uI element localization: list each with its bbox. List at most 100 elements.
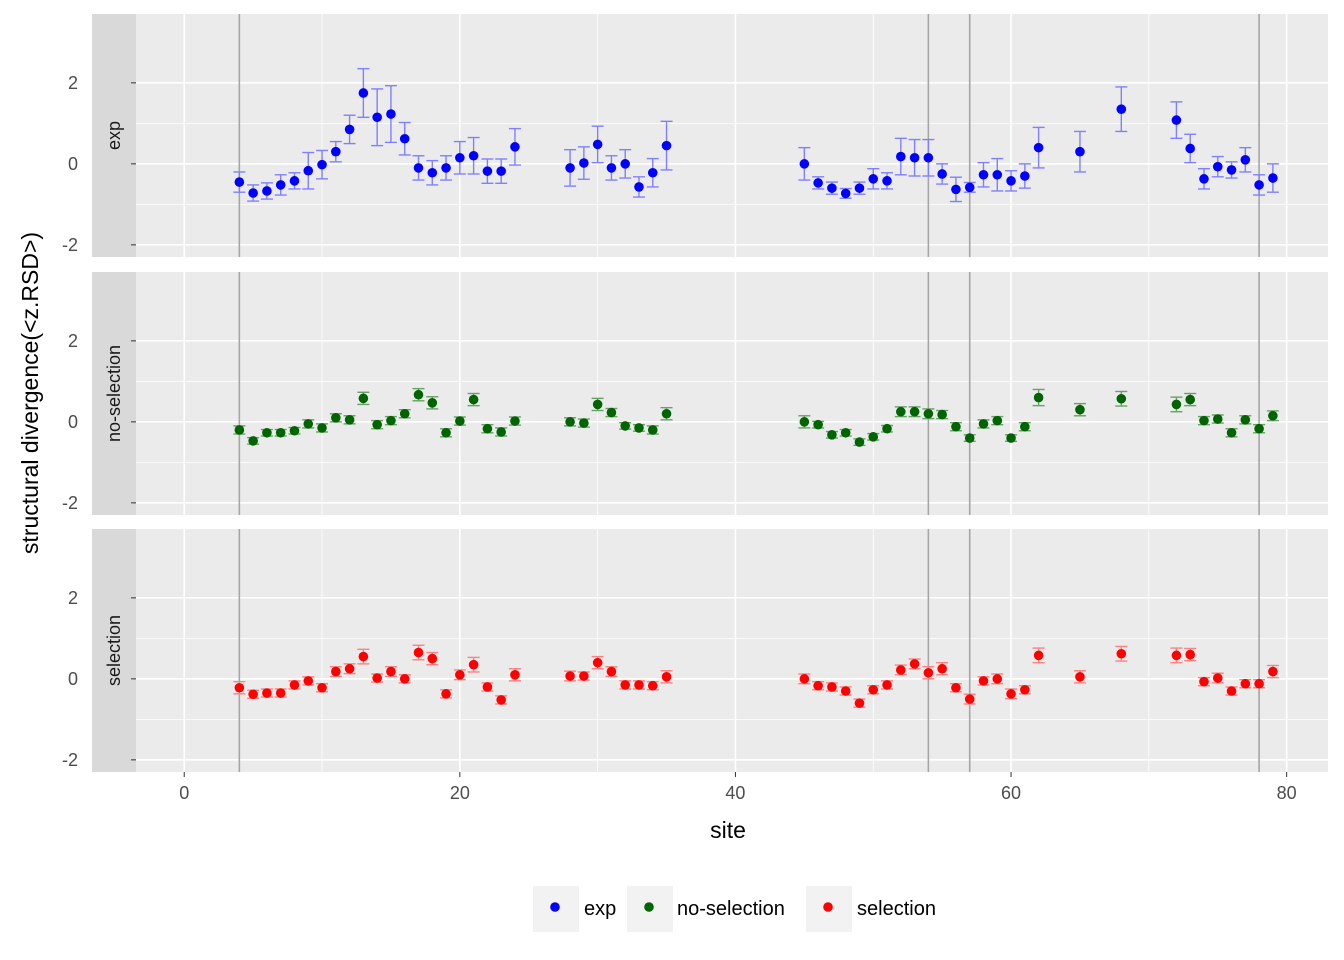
data-point-selection <box>468 659 479 670</box>
data-point-exp <box>827 183 837 193</box>
data-point-selection <box>964 694 975 704</box>
data-point-exp <box>909 152 920 163</box>
data-point-selection <box>234 682 245 693</box>
data-point-no-selection <box>813 419 823 430</box>
data-point-no-selection <box>399 408 410 419</box>
data-point-selection <box>1020 684 1030 695</box>
data-point-exp <box>978 169 989 180</box>
x-tick-label: 80 <box>1277 783 1297 803</box>
data-point-selection <box>799 674 810 684</box>
data-point-no-selection <box>496 427 506 437</box>
data-point-no-selection <box>799 417 810 427</box>
data-point-no-selection <box>510 416 520 426</box>
data-point-exp <box>661 140 672 151</box>
facet-strip-exp <box>92 14 136 257</box>
data-point-no-selection <box>634 423 644 433</box>
data-point-no-selection <box>579 418 589 428</box>
legend-label-selection: selection <box>857 898 936 920</box>
data-point-exp <box>1212 161 1223 172</box>
data-point-selection <box>868 684 879 695</box>
data-point-no-selection <box>620 421 631 431</box>
data-point-exp <box>1226 165 1237 175</box>
data-point-no-selection <box>455 416 465 426</box>
legend-item-no-selection: no-selection <box>627 886 785 932</box>
data-point-no-selection <box>937 409 947 420</box>
data-point-exp <box>1240 155 1251 165</box>
data-point-no-selection <box>372 419 382 430</box>
data-point-exp <box>413 163 424 173</box>
data-point-no-selection <box>1116 393 1127 404</box>
data-point-no-selection <box>1006 433 1016 443</box>
data-point-selection <box>1254 678 1264 689</box>
legend-swatch <box>644 902 654 912</box>
data-point-exp <box>386 109 396 119</box>
data-point-no-selection <box>1033 392 1044 403</box>
data-point-selection <box>923 667 934 678</box>
data-point-exp <box>358 88 369 98</box>
data-point-exp <box>1033 142 1044 153</box>
data-point-no-selection <box>386 415 396 426</box>
data-point-no-selection <box>647 425 658 435</box>
data-point-selection <box>399 674 410 684</box>
x-tick-label: 40 <box>725 783 745 803</box>
legend: exp no-selection selection <box>533 886 936 932</box>
data-point-exp <box>647 167 658 178</box>
facet-label-selection: selection <box>104 615 124 686</box>
data-point-no-selection <box>234 425 245 435</box>
data-point-exp <box>372 112 382 123</box>
data-point-exp <box>882 176 892 186</box>
data-point-selection <box>413 647 424 658</box>
data-point-exp <box>317 159 327 170</box>
data-point-no-selection <box>275 427 286 438</box>
data-point-exp <box>840 188 851 199</box>
data-point-selection <box>937 663 947 674</box>
data-point-no-selection <box>868 432 879 442</box>
y-tick-label: -2 <box>62 493 78 513</box>
data-point-no-selection <box>951 421 961 432</box>
panel-selection: selection -2 0 2 <box>62 529 1328 772</box>
data-point-no-selection <box>468 394 479 405</box>
data-point-no-selection <box>840 427 851 438</box>
data-point-selection <box>896 665 906 675</box>
panel-no-selection: no-selection -2 0 2 <box>62 272 1328 515</box>
data-point-exp <box>303 165 314 176</box>
data-point-exp <box>992 169 1003 180</box>
data-point-selection <box>565 671 575 681</box>
y-tick-label: -2 <box>62 235 78 255</box>
data-point-selection <box>1033 650 1044 661</box>
data-point-exp <box>799 159 810 169</box>
facet-label-exp: exp <box>104 121 124 150</box>
data-point-no-selection <box>854 437 865 447</box>
data-point-exp <box>482 166 493 176</box>
data-point-no-selection <box>1171 399 1182 410</box>
x-axis: 0 20 40 60 80 <box>179 772 1297 803</box>
data-point-selection <box>427 653 438 664</box>
facet-label-no-selection: no-selection <box>104 345 124 442</box>
data-point-no-selection <box>1185 394 1195 405</box>
data-point-selection <box>620 680 631 690</box>
data-point-no-selection <box>992 415 1003 426</box>
data-point-exp <box>1199 174 1209 184</box>
y-axis-title: structural divergence(<z.RSD>) <box>17 232 43 554</box>
data-point-exp <box>248 188 258 198</box>
data-point-exp <box>1116 104 1127 114</box>
data-point-selection <box>344 663 355 674</box>
data-point-selection <box>647 680 658 691</box>
data-point-exp <box>634 182 644 192</box>
data-point-exp <box>1185 143 1195 154</box>
data-point-selection <box>1240 678 1251 689</box>
data-point-selection <box>317 682 327 693</box>
data-point-exp <box>275 180 286 190</box>
data-point-selection <box>1075 672 1085 682</box>
legend-swatch <box>550 902 560 912</box>
data-point-no-selection <box>827 430 837 440</box>
data-point-no-selection <box>427 398 438 408</box>
data-point-no-selection <box>331 413 341 423</box>
data-point-selection <box>661 672 672 682</box>
data-point-selection <box>1006 689 1016 699</box>
y-tick-label: -2 <box>62 750 78 770</box>
data-point-selection <box>1268 666 1278 677</box>
data-point-selection <box>813 680 823 691</box>
x-tick-label: 60 <box>1001 783 1021 803</box>
